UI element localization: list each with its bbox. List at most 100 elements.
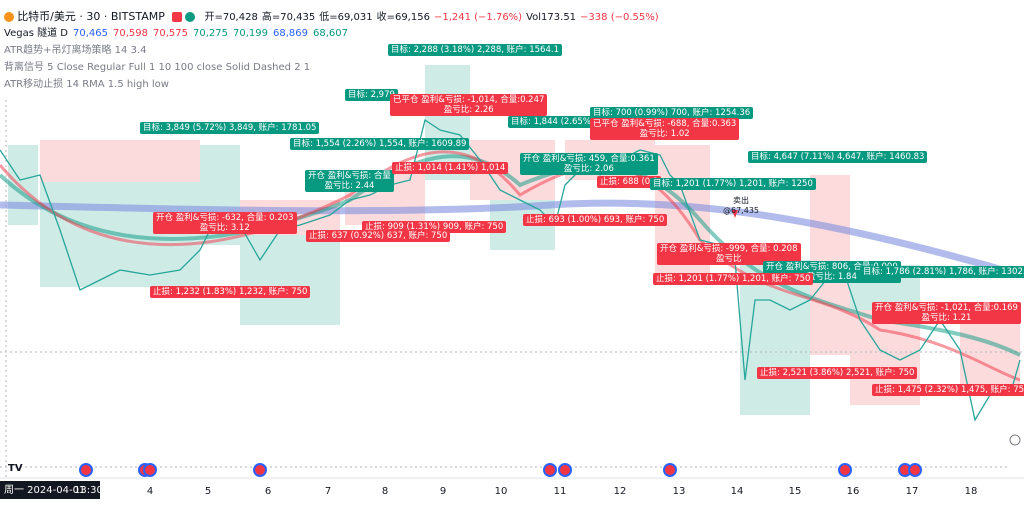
ohlc-value: 收=69,156 <box>376 12 430 23</box>
vegas-value: 68,607 <box>312 28 348 39</box>
label-text: 已平仓 盈利&亏损: -688, 合量:0.363 <box>593 119 737 129</box>
ohlc-value: 低=69,031 <box>319 12 373 23</box>
x-tick-label: 18 <box>965 486 978 497</box>
label-text: 止损: 693 (1.00%) 693, 账户: 750 <box>526 215 665 225</box>
x-tick-label: 5 <box>205 486 211 497</box>
label-text: 目标: 700 (0.99%) 700, 账户: 1254.36 <box>593 108 751 118</box>
x-tick-label: 4 <box>147 486 153 497</box>
x-axis: 4 5 6 7 8 9 10 11 12 13 14 15 16 17 18 <box>147 486 978 497</box>
indicator: ATR趋势+吊灯离场策略 14 3.4 <box>4 45 147 56</box>
trade-label: 止损: 1,232 (1.83%) 1,232, 账户: 750 <box>150 286 311 298</box>
trade-label: 止损: 688 (0.9 <box>597 176 662 188</box>
x-tick-label: 10 <box>495 486 508 497</box>
label-text: 目标: 1,554 (2.26%) 1,554, 账户: 1609.89 <box>293 139 467 149</box>
cursor-date-box <box>0 481 100 499</box>
ohlc-value: Vol173.51 <box>526 12 577 23</box>
trade-label: 止损: 693 (1.00%) 693, 账户: 750 <box>523 214 668 226</box>
indicator: 背离信号 5 Close Regular Full 1 10 100 close… <box>4 62 311 73</box>
vegas-value: 70,465 <box>72 28 108 39</box>
vegas-value: 70,275 <box>192 28 228 39</box>
trade-label: 目标: 700 (0.99%) 700, 账户: 1254.36 <box>590 107 754 119</box>
x-tick-label: 15 <box>789 486 802 497</box>
label-text: 目标: 2,288 (3.18%) 2,288, 账户: 1564.1 <box>391 45 559 55</box>
symbol: 比特币/美元 · 30 · BITSTAMP <box>17 10 165 23</box>
label-text: 目标: 1,786 (2.81%) 1,786, 账户: 1302.71 <box>863 267 1024 277</box>
coin-icon <box>4 12 14 22</box>
vegas-value: 68,869 <box>272 28 308 39</box>
ohlc-value: 高=70,435 <box>261 12 316 23</box>
ohlc-value: −1,241 (−1.76%) <box>433 12 523 23</box>
trade-label: 开仓 盈利&亏损: 459, 合量:0.361 盈亏比: 2.06 <box>520 153 658 175</box>
x-tick-label: 14 <box>731 486 744 497</box>
sell-arrow <box>732 210 738 218</box>
event-flag[interactable] <box>143 463 157 477</box>
cursor-time: 13:30 <box>74 485 103 496</box>
label-sub: 盈亏比: 2.44 <box>324 181 375 191</box>
ohlc-value: −338 (−0.55%) <box>580 12 659 23</box>
status-icon <box>172 12 183 22</box>
trade-label: 开仓 盈利&亏损: -632, 合量: 0.203 盈亏比: 3.12 <box>153 212 297 234</box>
x-tick-label: 11 <box>554 486 567 497</box>
ohlc: 开=70,428 高=70,435 低=69,031 收=69,156 −1,241 (… <box>204 12 662 23</box>
x-tick-label: 6 <box>265 486 271 497</box>
label-text: 已平仓 盈利&亏损: -1,014, 合量:0.247 <box>393 95 545 105</box>
trade-label: 开仓 盈利&亏损: -999, 合量: 0.208 盈亏比 <box>657 243 801 265</box>
trade-label: 目标: 1,201 (1.77%) 1,201, 账户: 1250 <box>650 178 816 190</box>
event-flag[interactable] <box>79 463 93 477</box>
label-sub: 盈亏比: 1.84 <box>806 272 857 282</box>
label-sub: 盈亏比: 2.26 <box>443 105 494 115</box>
trade-label: 目标: 1,844 (2.65%) <box>508 116 598 128</box>
sell-label: 卖出 <box>733 196 749 205</box>
x-tick-label: 8 <box>382 486 388 497</box>
event-flag[interactable] <box>908 463 922 477</box>
label-text: 止损: 1,201 (1.77%) 1,201, 账户: 750 <box>656 274 811 284</box>
label-text: 止损: 688 (0.9 <box>600 177 659 187</box>
label-text: 开仓 盈利&亏损: 合量 <box>308 171 391 181</box>
label-text: 开仓 盈利&亏损: -1,021, 合量:0.169 <box>875 303 1018 313</box>
indicator: ATR移动止损 14 RMA 1.5 high low <box>4 79 169 90</box>
label-text: 开仓 盈利&亏损: 459, 合量:0.361 <box>523 154 655 164</box>
label-text: 目标: 3,849 (5.72%) 3,849, 账户: 1781.05 <box>143 123 317 133</box>
sell-price: @67,435 <box>723 206 759 215</box>
trade-label: 已平仓 盈利&亏损: -1,014, 合量:0.247 盈亏比: 2.26 <box>390 94 548 116</box>
sell-marker: 卖出 @67,435 <box>720 195 762 217</box>
trade-label: 目标: 2,979 <box>345 89 398 101</box>
event-flag[interactable] <box>838 463 852 477</box>
event-flag[interactable] <box>663 463 677 477</box>
trade-label: 目标: 2,288 (3.18%) 2,288, 账户: 1564.1 <box>388 44 562 56</box>
x-tick-label: 12 <box>614 486 627 497</box>
label-sub: 盈亏比 <box>715 254 742 264</box>
label-sub: 盈亏比: 1.21 <box>921 313 972 323</box>
x-tick-label: 13 <box>673 486 686 497</box>
label-text: 目标: 1,844 (2.65%) <box>511 117 595 127</box>
zone <box>240 235 340 325</box>
trade-label: 目标: 4,647 (7.11%) 4,647, 账户: 1460.83 <box>748 151 928 163</box>
label-text: 止损: 2,521 (3.86%) 2,521, 账户: 750 <box>760 368 915 378</box>
header: 比特币/美元 · 30 · BITSTAMP 开=70,428 高=70,435 低… <box>4 10 663 25</box>
label-text: 止损: 637 (0.92%) 637, 账户: 750 <box>309 231 448 241</box>
trade-label: 目标: 3,849 (5.72%) 3,849, 账户: 1781.05 <box>140 122 320 134</box>
goto-button[interactable] <box>1009 434 1021 446</box>
x-tick-label: 9 <box>440 486 446 497</box>
event-flag[interactable] <box>558 463 572 477</box>
event-flags <box>79 463 922 477</box>
trade-label: 已平仓 盈利&亏损: -688, 合量:0.363 盈亏比: 1.02 <box>590 118 740 140</box>
label-sub: 盈亏比: 1.02 <box>639 129 690 139</box>
x-tick-label: 16 <box>847 486 860 497</box>
ohlc-value: 开=70,428 <box>204 12 258 23</box>
label-text: 止损: 1,232 (1.83%) 1,232, 账户: 750 <box>153 287 308 297</box>
trade-label: 止损: 2,521 (3.86%) 2,521, 账户: 750 <box>757 367 918 379</box>
trade-label: 开仓 盈利&亏损: 合量 盈亏比: 2.44 <box>305 170 394 192</box>
label-text: 目标: 1,201 (1.77%) 1,201, 账户: 1250 <box>653 179 813 189</box>
trade-label: 目标: 1,554 (2.26%) 1,554, 账户: 1609.89 <box>290 138 470 150</box>
label-text: 目标: 2,979 <box>348 90 395 100</box>
trade-label: 止损: 1,201 (1.77%) 1,201, 账户: 750 <box>653 273 814 285</box>
zone <box>425 65 470 180</box>
event-flag[interactable] <box>543 463 557 477</box>
event-flag[interactable] <box>253 463 267 477</box>
x-tick-label: 17 <box>906 486 919 497</box>
label-sub: 盈亏比: 3.12 <box>199 223 250 233</box>
label-text: 开仓 盈利&亏损: 806, 合量:0.000 <box>766 262 898 272</box>
trade-label: 目标: 1,786 (2.81%) 1,786, 账户: 1302.71 <box>860 266 1024 278</box>
